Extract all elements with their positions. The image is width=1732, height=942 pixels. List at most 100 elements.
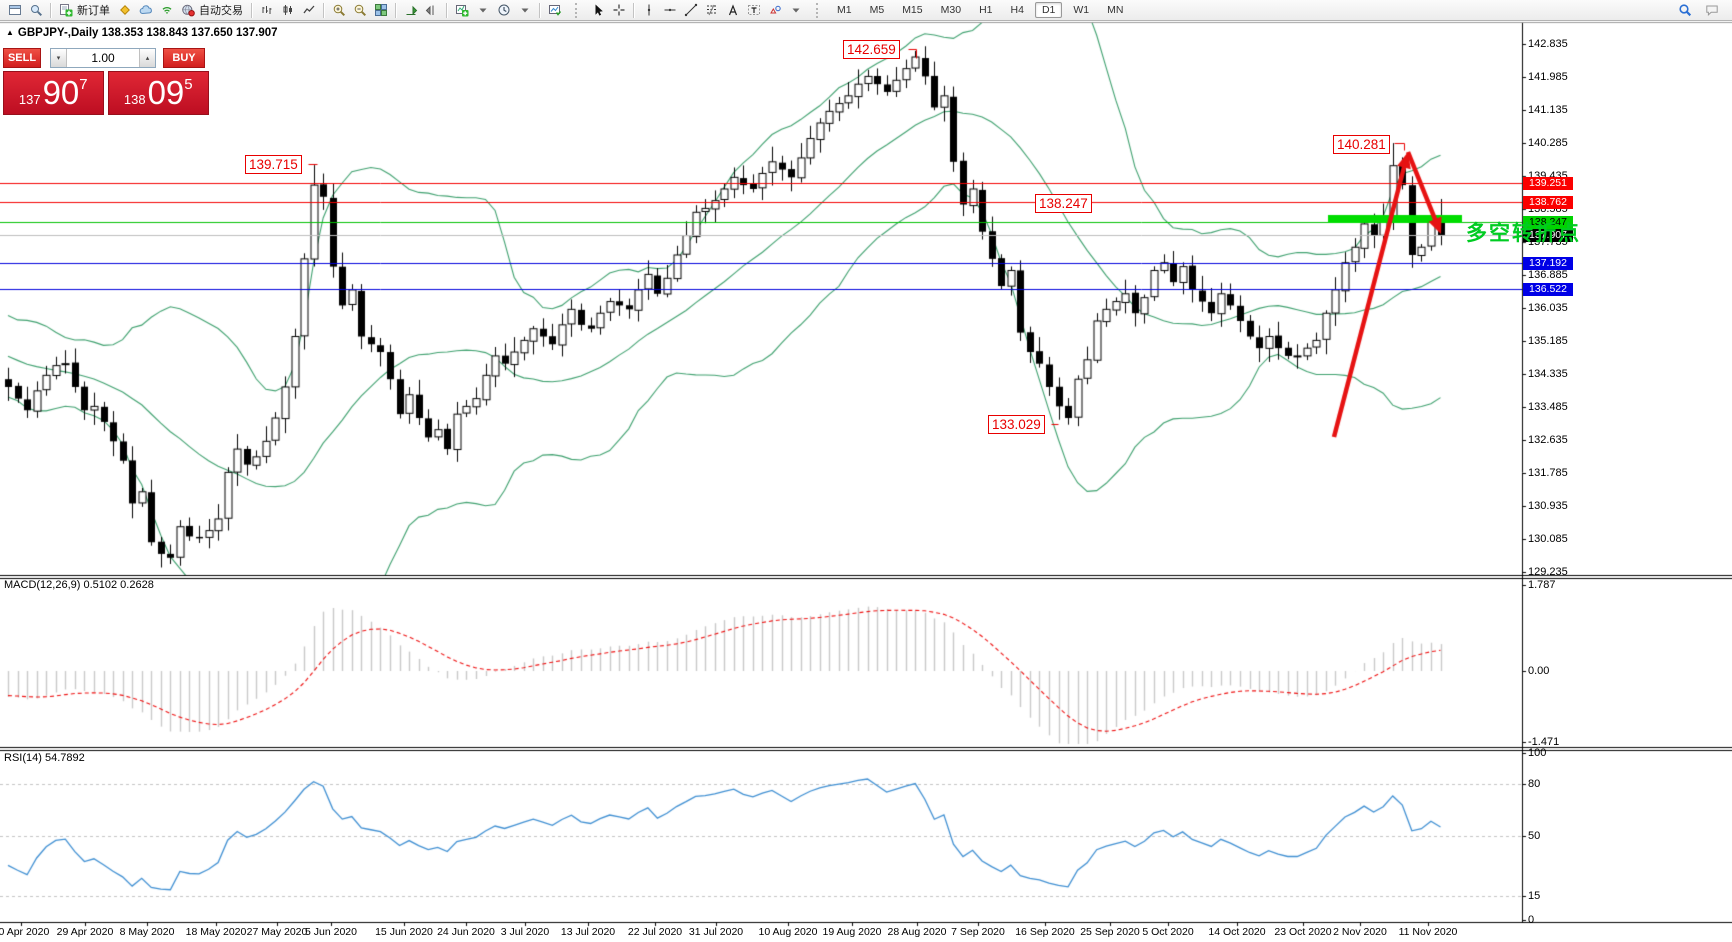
toolbar-chart-bars-button[interactable] (256, 1, 277, 19)
timeframe-H4[interactable]: H4 (1010, 4, 1024, 16)
sell-price-sup: 7 (79, 76, 88, 93)
toolbar-dropdown-button[interactable] (785, 1, 806, 19)
price-axis-tick: 132.635 (1528, 433, 1568, 446)
toolbar-drag-handle[interactable] (816, 2, 822, 18)
date-axis-label: 7 Sep 2020 (951, 926, 1005, 938)
rsi-axis-tick: 0 (1528, 914, 1535, 926)
toolbar-separator (323, 2, 324, 18)
toolbar-separator (539, 2, 540, 18)
toolbar-separator (633, 2, 634, 18)
sell-button[interactable]: SELL (3, 48, 41, 68)
timeframe-MN[interactable]: MN (1107, 4, 1124, 16)
rsi-axis-tick: 80 (1528, 778, 1541, 790)
toolbar-add-indicator-button[interactable] (451, 1, 472, 19)
sell-price-prefix: 137 (18, 92, 41, 107)
toolbar-drag-handle[interactable] (575, 2, 581, 18)
toolbar-cursor-button[interactable] (587, 1, 608, 19)
toolbar-profiles-button[interactable] (25, 1, 46, 19)
date-axis-label: 20 Apr 2020 (0, 926, 50, 938)
price-level-label: 138.762 (1523, 195, 1573, 209)
date-axis-label: 23 Oct 2020 (1274, 926, 1332, 938)
toolbar-zoom-in-button[interactable] (328, 1, 349, 19)
toolbar-cloud-button[interactable] (135, 1, 156, 19)
date-axis-label: 29 Apr 2020 (56, 926, 114, 938)
timeframe-M30[interactable]: M30 (940, 4, 962, 16)
sell-price-panel[interactable]: 137 90 7 (3, 71, 104, 115)
toolbar-text-label-button[interactable] (743, 1, 764, 19)
date-axis-label: 13 Jul 2020 (560, 926, 616, 938)
toolbar-autotrade-button[interactable] (177, 1, 198, 19)
timeframe-W1[interactable]: W1 (1073, 4, 1090, 16)
price-level-label: 137.192 (1523, 256, 1573, 270)
date-axis-label: 3 Jul 2020 (500, 926, 550, 938)
toolbar-crosshair-button[interactable] (608, 1, 629, 19)
toolbar-chart-line-button[interactable] (298, 1, 319, 19)
timeframe-M5[interactable]: M5 (869, 4, 885, 16)
price-tag-annotation[interactable]: 133.029 (988, 415, 1045, 434)
price-tag-annotation[interactable]: 139.715 (245, 155, 302, 174)
buy-price-panel[interactable]: 138 09 5 (107, 71, 209, 115)
toolbar-vline-button[interactable] (638, 1, 659, 19)
price-axis-tick: 130.085 (1528, 532, 1568, 545)
timeframe-M15[interactable]: M15 (902, 4, 923, 16)
buy-button[interactable]: BUY (163, 48, 205, 68)
price-level-label: 137.907 (1523, 228, 1573, 242)
toolbar-templates-button[interactable] (544, 1, 565, 19)
toolbar-signal-button[interactable] (156, 1, 177, 19)
main-toolbar: 新订单 自动交易 M1 M5 M15 M30 H1 H4 D1 W1 MN (0, 0, 1732, 21)
toolbar-chart-shift-button[interactable] (421, 1, 442, 19)
toolbar-text-a-button[interactable] (722, 1, 743, 19)
toolbar-chart-candles-button[interactable] (277, 1, 298, 19)
price-axis-tick: 141.135 (1528, 103, 1568, 116)
macd-axis-tick: 0.00 (1528, 665, 1550, 677)
price-axis-tick: 129.235 (1528, 565, 1568, 578)
symbol-marker-icon: ▲ (6, 28, 14, 37)
macd-axis-tick: -1.471 (1528, 735, 1560, 748)
price-tag-annotation[interactable]: 138.247 (1035, 194, 1092, 213)
toolbar-separator (251, 2, 252, 18)
toolbar-autoscroll-button[interactable] (400, 1, 421, 19)
toolbar-zoom-out-button[interactable] (349, 1, 370, 19)
toolbar-tile-windows-button[interactable] (370, 1, 391, 19)
toolbar-hline-button[interactable] (659, 1, 680, 19)
price-axis-tick: 136.035 (1528, 301, 1568, 314)
date-axis-label: 10 Aug 2020 (758, 926, 818, 938)
toolbar-fibo-button[interactable] (701, 1, 722, 19)
bull-bear-turning-point-note[interactable]: 多空转折点 (1466, 222, 1581, 245)
buy-price-sup: 5 (184, 76, 193, 93)
date-axis-label: 2 Nov 2020 (1333, 926, 1387, 938)
toolbar-new-order-label[interactable]: 新订单 (77, 5, 110, 17)
toolbar-dropdown-button[interactable] (514, 1, 535, 19)
toolbar-shapes-button[interactable] (764, 1, 785, 19)
price-tag-annotation[interactable]: 142.659 (843, 40, 900, 59)
toolbar-autotrade-label[interactable]: 自动交易 (199, 5, 243, 17)
timeframe-M1[interactable]: M1 (837, 4, 852, 16)
buy-price-main: 09 (147, 74, 185, 111)
date-axis-label: 8 May 2020 (119, 926, 175, 938)
toolbar-clock-button[interactable] (493, 1, 514, 19)
toolbar-indicator-diamond-button[interactable] (114, 1, 135, 19)
volume-input[interactable] (67, 49, 139, 67)
toolbar-search-button[interactable] (1674, 1, 1695, 19)
volume-increase-button[interactable]: ▴ (139, 49, 155, 67)
macd-axis-tick: 1.787 (1528, 579, 1556, 592)
price-axis-tick: 134.335 (1528, 367, 1568, 380)
buy-price-prefix: 138 (123, 92, 146, 107)
volume-decrease-button[interactable]: ▾ (51, 49, 67, 67)
timeframe-H1[interactable]: H1 (979, 4, 993, 16)
date-axis-label: 31 Jul 2020 (688, 926, 744, 938)
timeframe-D1[interactable]: D1 (1034, 2, 1063, 18)
price-axis-tick: 136.885 (1528, 268, 1568, 281)
toolbar-new-order-button[interactable] (55, 1, 76, 19)
toolbar-trendline-button[interactable] (680, 1, 701, 19)
price-tag-annotation[interactable]: 140.281 (1333, 135, 1390, 154)
price-level-label: 139.251 (1523, 176, 1573, 190)
chart-title-text: GBPJPY-,Daily 138.353 138.843 137.650 13… (17, 27, 278, 39)
toolbar-chat-button[interactable] (1701, 1, 1722, 19)
macd-label: MACD(12,26,9) 0.5102 0.2628 (4, 579, 154, 591)
price-axis-tick: 133.485 (1528, 400, 1568, 413)
toolbar-new-chart-button[interactable] (4, 1, 25, 19)
price-level-label: 136.522 (1523, 282, 1573, 296)
toolbar-dropdown-button[interactable] (472, 1, 493, 19)
